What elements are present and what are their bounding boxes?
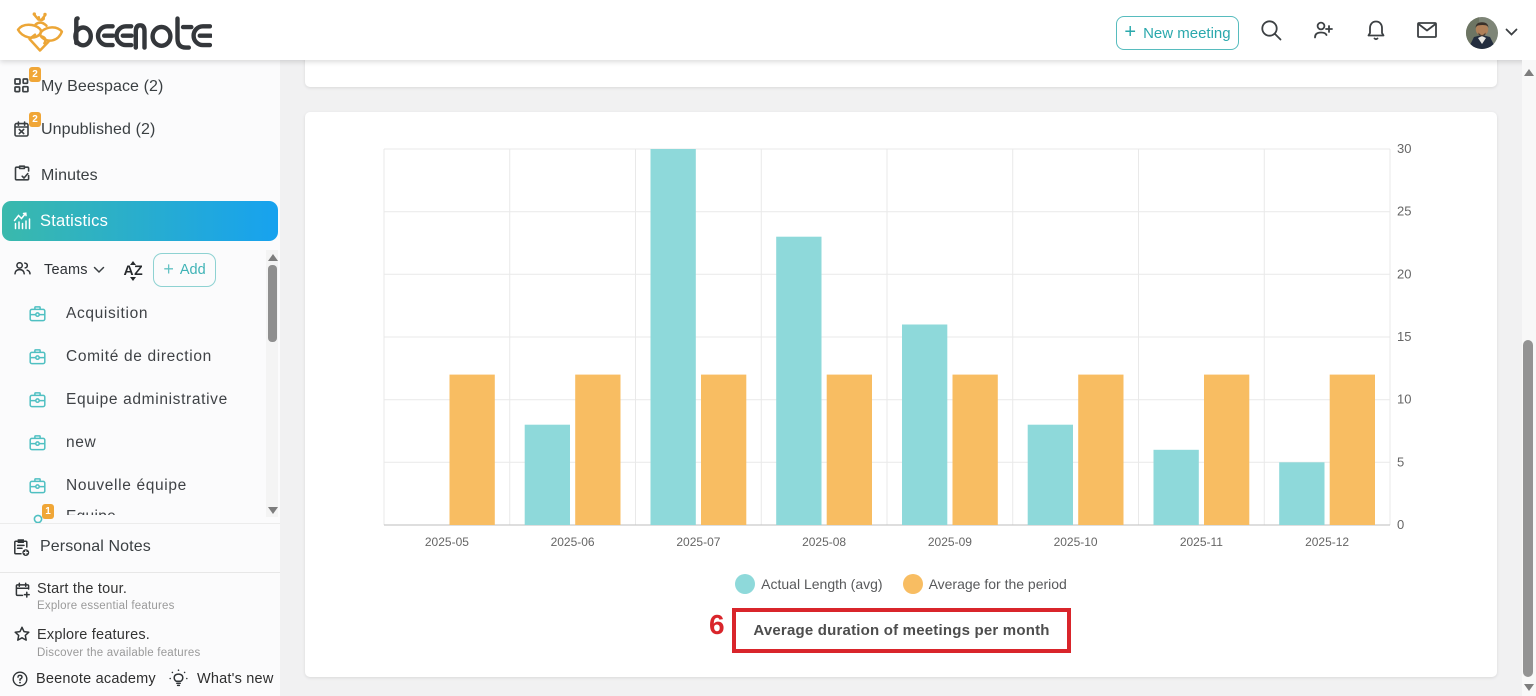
svg-text:30: 30 xyxy=(1397,141,1411,156)
svg-text:2025-11: 2025-11 xyxy=(1180,535,1223,549)
svg-text:2025-06: 2025-06 xyxy=(551,535,595,549)
svg-text:2025-05: 2025-05 xyxy=(425,535,469,549)
svg-text:2025-10: 2025-10 xyxy=(1054,535,1098,549)
svg-text:2025-08: 2025-08 xyxy=(802,535,846,549)
svg-text:0: 0 xyxy=(1397,517,1404,532)
svg-text:15: 15 xyxy=(1397,329,1411,344)
svg-text:20: 20 xyxy=(1397,266,1411,281)
svg-text:5: 5 xyxy=(1397,454,1404,469)
svg-text:2025-12: 2025-12 xyxy=(1305,535,1349,549)
svg-text:10: 10 xyxy=(1397,392,1411,407)
svg-text:2025-07: 2025-07 xyxy=(676,535,720,549)
svg-text:25: 25 xyxy=(1397,204,1411,219)
svg-text:2025-09: 2025-09 xyxy=(928,535,972,549)
